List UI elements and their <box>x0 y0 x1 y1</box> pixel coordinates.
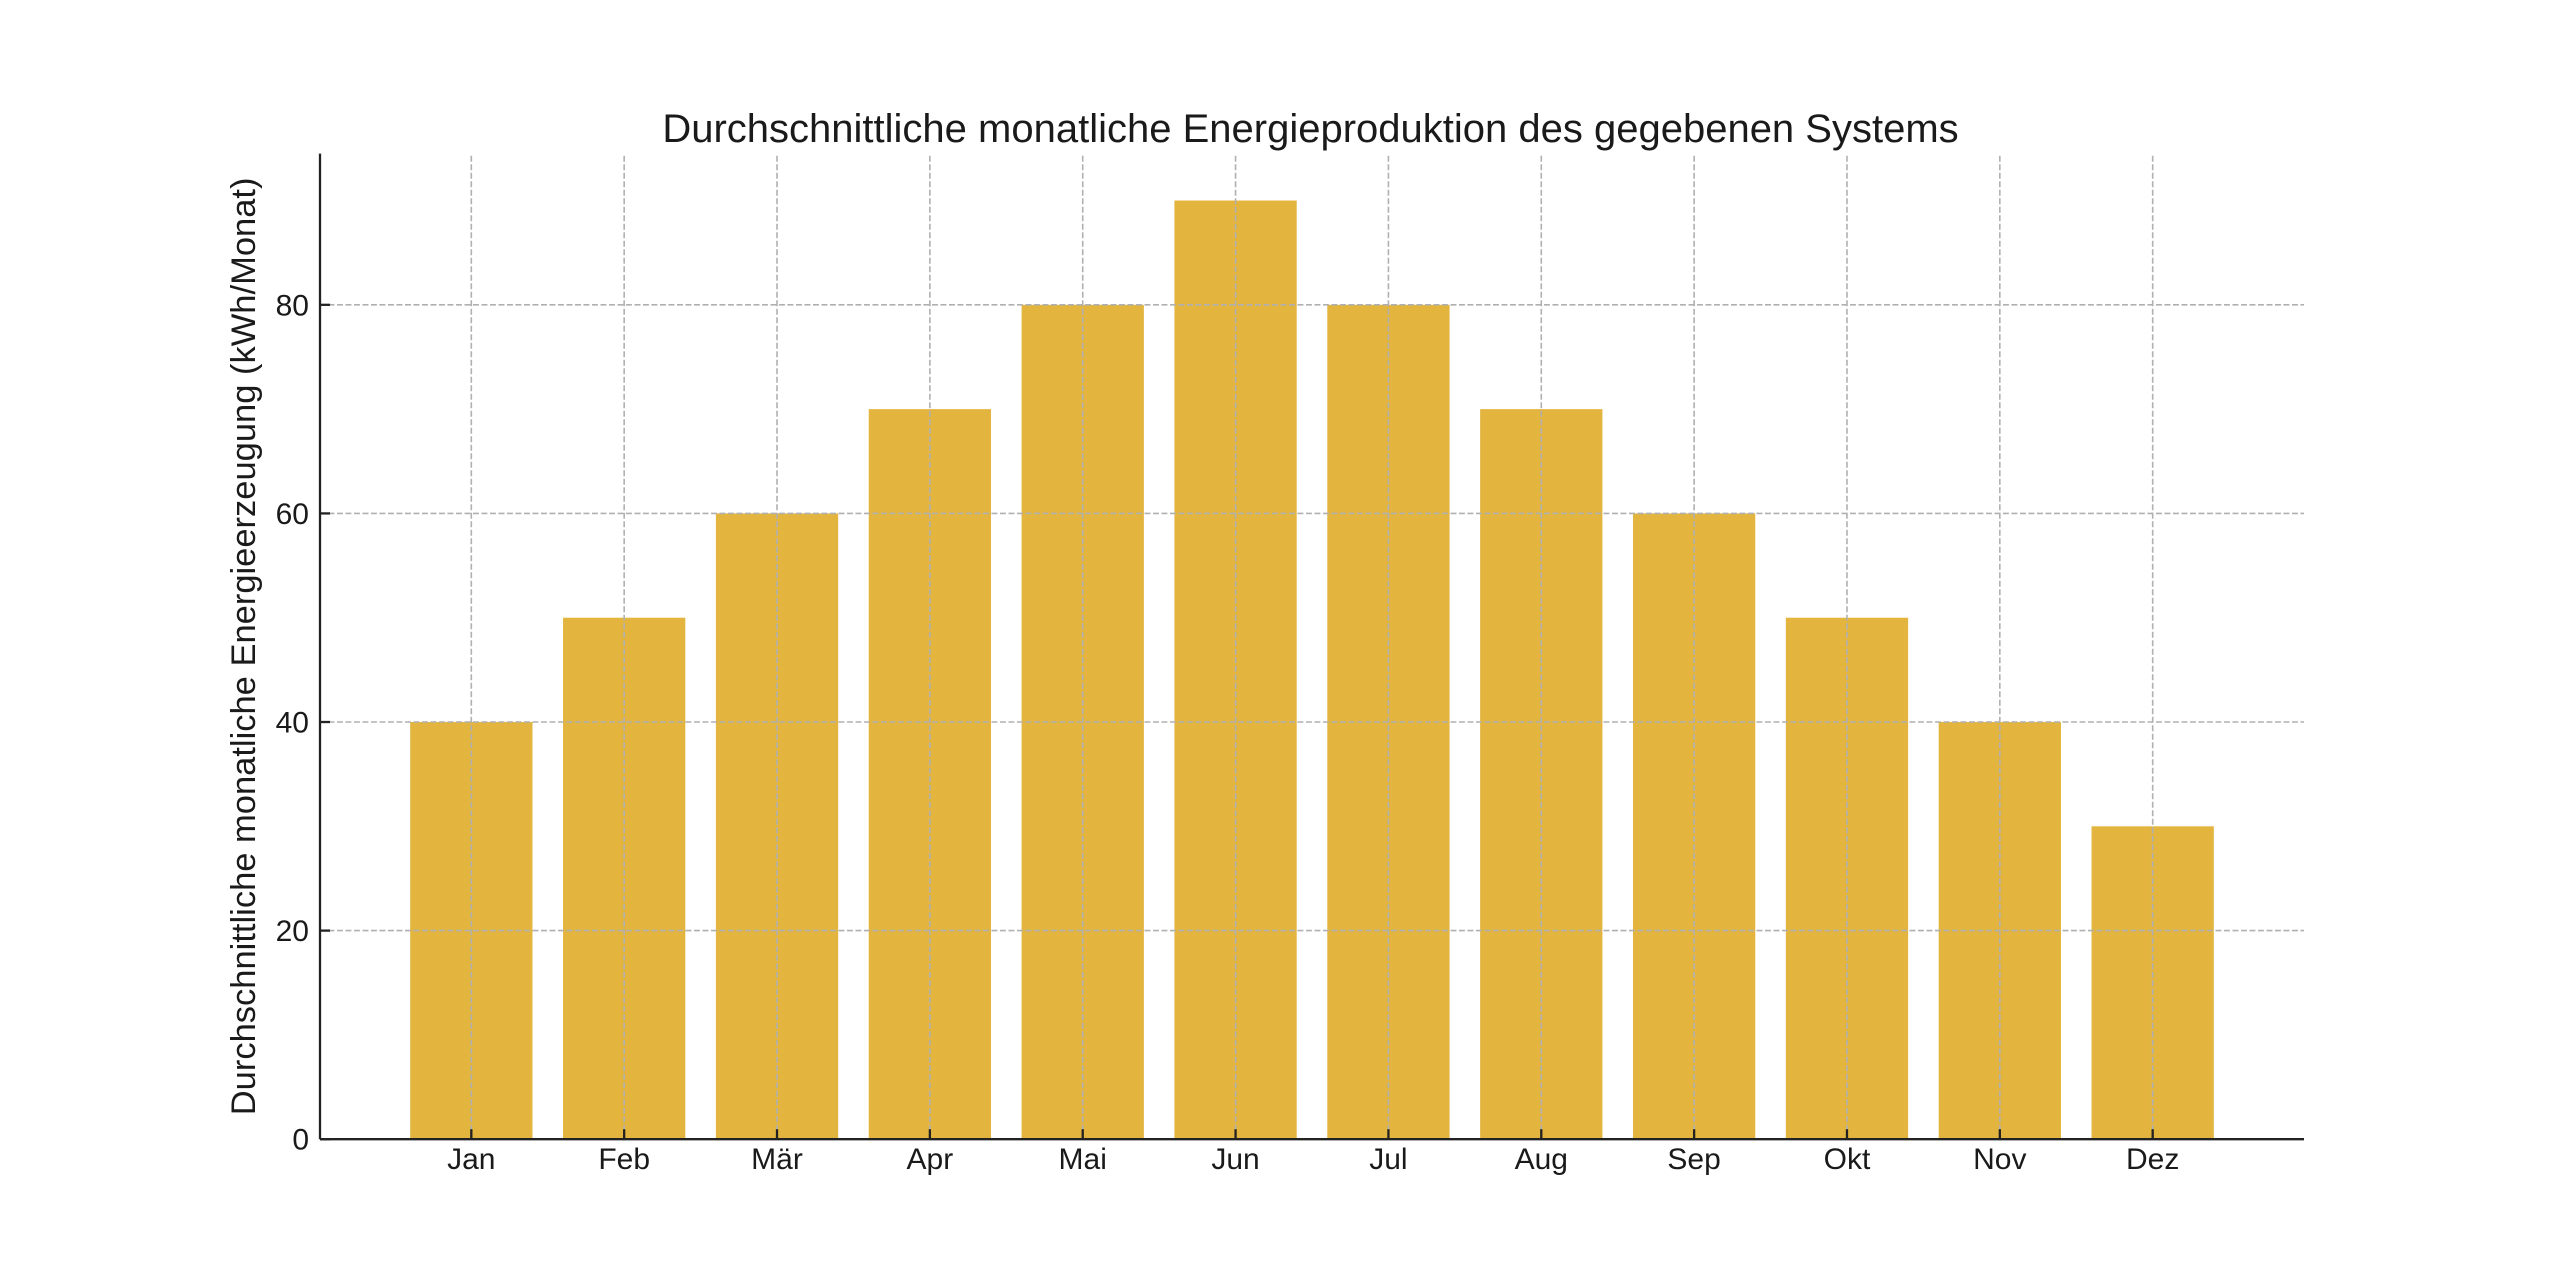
svg-text:Durchschnittliche monatliche E: Durchschnittliche monatliche Energieprod… <box>662 107 1958 151</box>
svg-text:Jan: Jan <box>447 1143 495 1176</box>
svg-text:Sep: Sep <box>1667 1143 1720 1176</box>
svg-text:Jun: Jun <box>1211 1143 1259 1176</box>
svg-text:Nov: Nov <box>1973 1143 2026 1176</box>
svg-text:Durchschnittliche monatliche E: Durchschnittliche monatliche Energieerze… <box>225 178 263 1116</box>
svg-text:Feb: Feb <box>598 1143 650 1176</box>
svg-text:80: 80 <box>276 289 309 322</box>
svg-text:40: 40 <box>276 707 309 740</box>
svg-text:Mär: Mär <box>751 1143 803 1176</box>
svg-text:60: 60 <box>276 498 309 531</box>
svg-text:20: 20 <box>276 915 309 948</box>
svg-text:Aug: Aug <box>1515 1143 1568 1176</box>
svg-text:Apr: Apr <box>907 1143 954 1176</box>
svg-text:Okt: Okt <box>1824 1143 1871 1176</box>
svg-text:0: 0 <box>292 1124 309 1157</box>
svg-text:Jul: Jul <box>1369 1143 1407 1176</box>
svg-text:Dez: Dez <box>2126 1143 2179 1176</box>
svg-text:Mai: Mai <box>1059 1143 1107 1176</box>
